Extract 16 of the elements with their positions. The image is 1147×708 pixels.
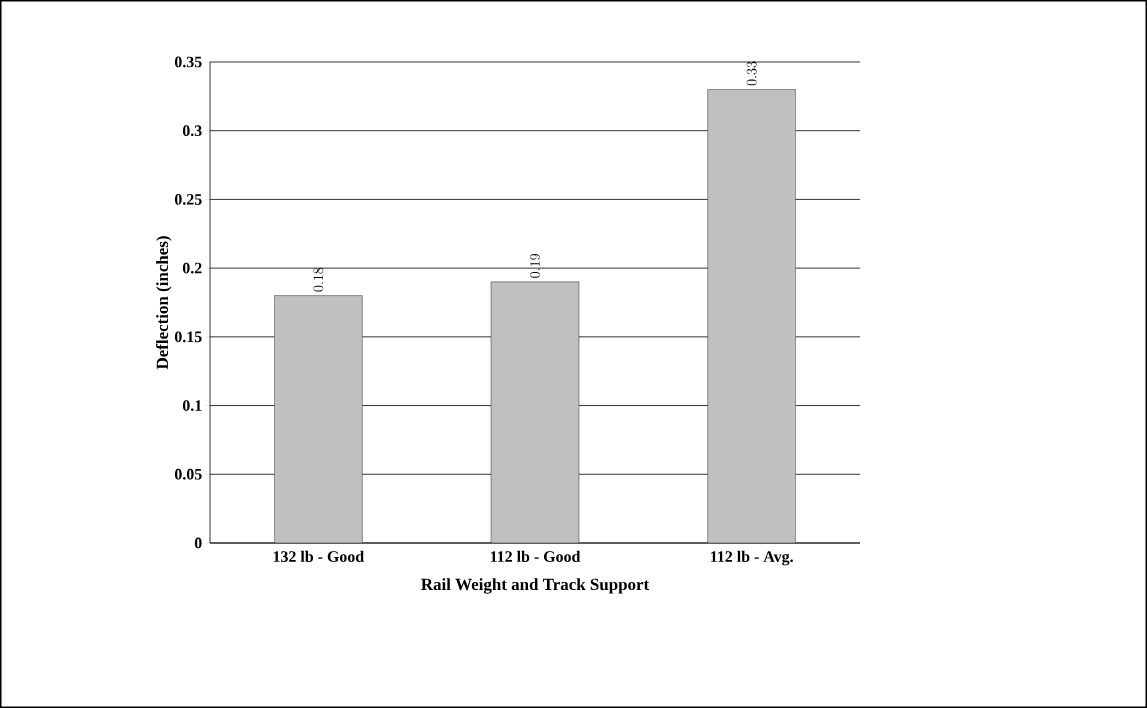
x-axis-title: Rail Weight and Track Support [421, 578, 650, 594]
y-tick-label: 0.35 [174, 56, 202, 68]
y-axis-title: Deflection (inches) [155, 236, 172, 370]
y-tick-label: 0.15 [174, 331, 202, 343]
x-tick-label: 132 lb - Good [273, 550, 364, 562]
x-tick-label: 112 lb - Good [490, 550, 581, 562]
y-tick-label: 0.05 [174, 468, 202, 480]
y-tick-label: 0.2 [182, 262, 202, 274]
x-tick-label: 112 lb - Avg. [711, 550, 793, 566]
data-label: 0.33 [746, 61, 757, 86]
y-tick-label: 0.3 [182, 125, 202, 137]
data-label: 0. 18 [313, 267, 324, 292]
y-tick-label: 0.25 [174, 194, 202, 205]
y-tick-label: 0 [194, 537, 202, 549]
y-tick-label: 0.1 [182, 400, 202, 411]
data-label: 0. 19 [530, 253, 540, 278]
